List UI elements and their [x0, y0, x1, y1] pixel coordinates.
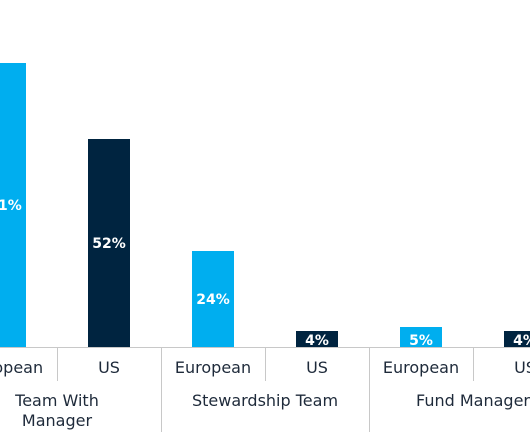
- bar-european: [192, 251, 234, 347]
- bar-us: [296, 331, 338, 347]
- bar-european: [0, 63, 26, 347]
- bar-value-label: 52%: [92, 236, 126, 252]
- bar-us: [88, 139, 130, 347]
- bars: 71% 52% 24% 4% 5% 4%: [0, 63, 530, 349]
- category-labels: European US European US European US: [0, 358, 530, 377]
- x-axis: [0, 347, 530, 432]
- group-label: Team With: [14, 391, 99, 410]
- bar-value-label: 4%: [305, 333, 329, 349]
- group-label: Fund Manager: [416, 391, 530, 410]
- category-label: US: [306, 358, 328, 377]
- bar-value-label: 24%: [196, 292, 230, 308]
- bar-us: [504, 331, 530, 347]
- category-label: European: [383, 358, 459, 377]
- category-label: US: [98, 358, 120, 377]
- bar-european: [400, 327, 442, 347]
- bar-value-label: 5%: [409, 333, 433, 349]
- bar-value-label: 4%: [513, 333, 530, 349]
- group-label: Manager: [22, 411, 93, 430]
- category-label: European: [0, 358, 43, 377]
- category-label: US: [514, 358, 530, 377]
- category-label: European: [175, 358, 251, 377]
- group-label: Stewardship Team: [192, 391, 338, 410]
- bar-value-label: 71%: [0, 198, 22, 214]
